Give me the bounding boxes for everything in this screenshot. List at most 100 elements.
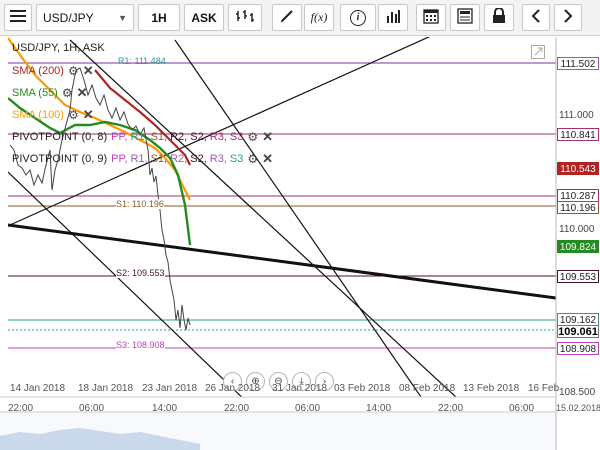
prev-button[interactable] (522, 4, 550, 31)
price-box-s3: 108.908 (557, 342, 599, 355)
scroll-right-button[interactable]: › (315, 372, 334, 391)
s2-level-label: S2: 109.553 (116, 268, 165, 278)
legend-pivotpoint-1-label: PIVOTPOINT (0, 8) (12, 131, 108, 143)
date-tick: 18 Jan 2018 (78, 383, 134, 394)
price-chart[interactable] (0, 37, 600, 450)
pivot-pp-label: PP, (111, 153, 128, 165)
gear-icon[interactable]: ⚙ (247, 152, 259, 166)
info-button[interactable]: i (340, 4, 376, 31)
news-icon (457, 8, 473, 27)
close-icon[interactable]: ✕ (262, 129, 274, 144)
gear-icon[interactable]: ⚙ (67, 108, 79, 122)
time-tick: 06:00 (79, 403, 105, 414)
gear-icon[interactable]: ⚙ (61, 86, 73, 100)
legend-pivotpoint-2-label: PIVOTPOINT (0, 9) (12, 153, 108, 165)
symbol-selector[interactable]: USD/JPY ▼ (36, 4, 134, 31)
draw-tools-button[interactable] (272, 4, 302, 31)
close-icon[interactable]: ✕ (76, 85, 88, 100)
pivot-r1-label: R1, (130, 131, 148, 143)
price-tick: 110.000 (559, 224, 595, 235)
pivot-r3-label: R3, (209, 131, 227, 143)
legend-sma-200[interactable]: SMA (200) ⚙ ✕ (12, 63, 94, 79)
legend-sma-100-label: SMA (100) (12, 109, 64, 121)
close-icon[interactable]: ✕ (82, 107, 94, 122)
sma-100-line (8, 37, 191, 201)
price-box-sma-55: 109.824 (557, 240, 599, 253)
price-box-sma-200: 110.543 (557, 162, 599, 175)
s3-level-label: S3: 108.908 (116, 340, 165, 350)
volume-button[interactable] (378, 4, 408, 31)
close-icon[interactable]: ✕ (82, 63, 94, 78)
chevron-left-icon: ‹ (230, 376, 235, 387)
price-box-current: 109.061 (557, 325, 599, 338)
menu-button[interactable] (4, 4, 32, 31)
date-tick: 23 Jan 2018 (142, 383, 198, 394)
channel-line-a (69, 39, 457, 397)
pivot-s3-label: S3 (229, 131, 244, 143)
time-tick: 06:00 (295, 403, 321, 414)
timeframe-selector[interactable]: 1H (138, 4, 180, 31)
zoom-in-button[interactable]: ⊕ (246, 372, 265, 391)
lock-button[interactable] (484, 4, 514, 31)
chevron-right-icon (563, 9, 573, 26)
symbol-label: USD/JPY (43, 10, 94, 25)
pencil-icon (280, 9, 294, 26)
info-icon: i (350, 9, 366, 26)
next-button[interactable] (554, 4, 582, 31)
volume-bars-icon (386, 9, 400, 26)
channel-line-b (174, 39, 422, 397)
pivot-r2-label: R2, (170, 153, 188, 165)
lower-channel-line (8, 171, 243, 397)
pivot-s2-label: S2, (190, 131, 207, 143)
price-side-label: ASK (191, 10, 217, 25)
time-tick: 22:00 (8, 403, 34, 414)
zoom-in-icon: ⊕ (251, 376, 260, 387)
bar-style-button[interactable] (228, 4, 262, 31)
pivot-r2-label: R2, (170, 131, 188, 143)
close-icon[interactable]: ✕ (262, 151, 274, 166)
scroll-left-button[interactable]: ‹ (223, 372, 242, 391)
legend-sma-55-label: SMA (55) (12, 87, 58, 99)
legend-pivotpoint-2[interactable]: PIVOTPOINT (0, 9) PP, R1, S1, R2, S2, R3… (12, 151, 273, 167)
reset-view-button[interactable]: ⤓ (292, 372, 311, 391)
price-box-r1: 111.502 (557, 57, 599, 70)
price-side-selector[interactable]: ASK (184, 4, 224, 31)
gear-icon[interactable]: ⚙ (247, 130, 259, 144)
gear-icon[interactable]: ⚙ (67, 64, 79, 78)
thick-trend-line (8, 223, 556, 300)
zoom-out-button[interactable]: ⊖ (269, 372, 288, 391)
date-tick: 14 Jan 2018 (10, 383, 66, 394)
price-series-line (9, 67, 191, 331)
date-tick: 26 Jan 2018 (205, 383, 261, 394)
legend-sma-55[interactable]: SMA (55) ⚙ ✕ (12, 85, 88, 101)
news-button[interactable] (450, 4, 480, 31)
indicators-button[interactable]: f(x) (304, 4, 334, 31)
toolbar: USD/JPY ▼ 1H ASK f(x) i (0, 0, 600, 36)
date-tick: 31 Jan 2018 (272, 383, 328, 394)
pivot-s2-label: S2, (190, 153, 207, 165)
trend-lines[interactable] (8, 37, 556, 410)
time-tick: 06:00 (509, 403, 535, 414)
legend-sma-100[interactable]: SMA (100) ⚙ ✕ (12, 107, 94, 123)
chart-title: USD/JPY, 1H, ASK (12, 42, 105, 54)
time-tick: 22:00 (224, 403, 250, 414)
chevron-right-icon: › (322, 376, 327, 387)
lock-icon (492, 7, 506, 27)
calendar-button[interactable] (416, 4, 446, 31)
expand-icon[interactable] (531, 45, 545, 59)
pivot-s1-label: S1, (150, 153, 168, 165)
upper-channel-line (9, 37, 431, 226)
zoom-out-icon: ⊖ (274, 376, 283, 387)
pivot-r1-label: R1, (130, 153, 148, 165)
pivot-s1-label: S1, (150, 131, 168, 143)
price-tick: 108.500 (559, 387, 596, 398)
pivot-pp-label: PP, (111, 131, 128, 143)
bar-style-icon (235, 9, 255, 26)
menu-icon (10, 10, 26, 25)
legend-pivotpoint-1[interactable]: PIVOTPOINT (0, 8) PP, R1, S1, R2, S2, R3… (12, 129, 273, 145)
calendar-icon (423, 8, 439, 27)
price-tick: 111.000 (559, 110, 594, 121)
date-tick: 13 Feb 2018 (463, 383, 520, 394)
date-tick: 16 Feb (528, 383, 560, 394)
date-tick: 08 Feb 2018 (399, 383, 456, 394)
